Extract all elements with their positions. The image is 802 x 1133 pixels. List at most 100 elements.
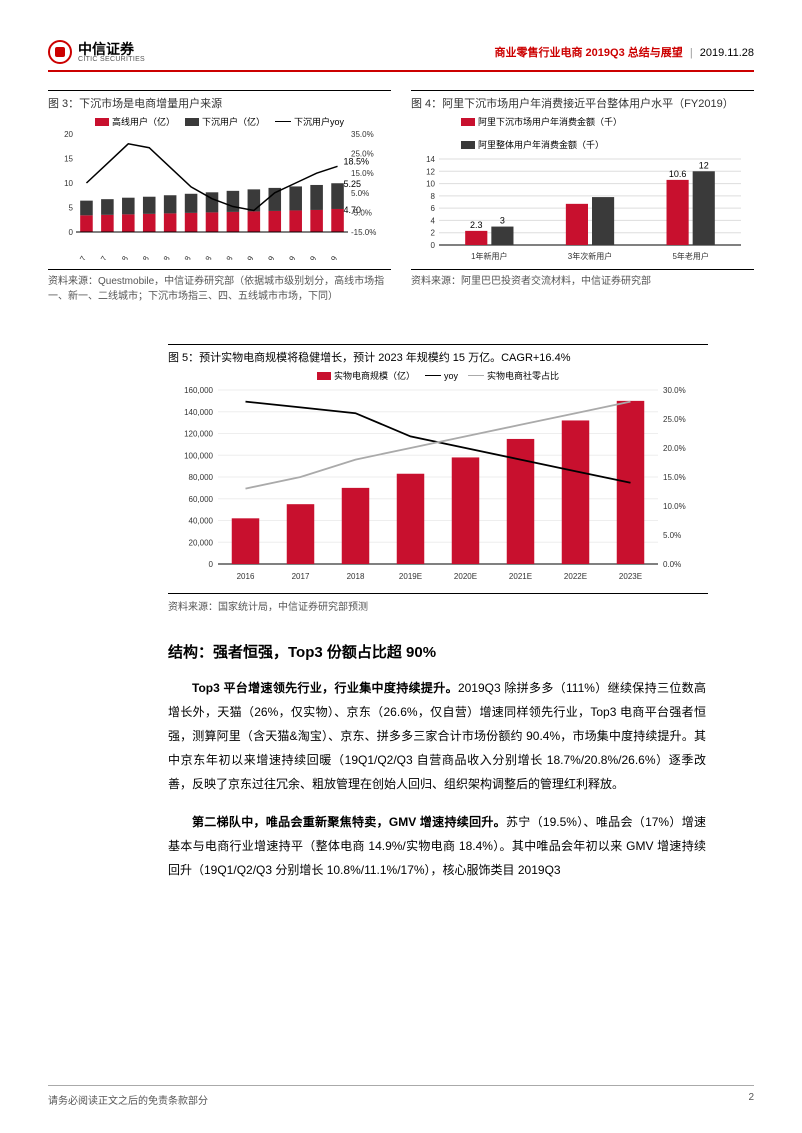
header-right: 商业零售行业电商 2019Q3 总结与展望 | 2019.11.28 [495, 44, 755, 60]
footer-disclaimer: 请务必阅读正文之后的免责条款部分 [48, 1092, 208, 1107]
svg-text:15: 15 [64, 155, 73, 164]
footer-page: 2 [748, 1092, 754, 1107]
svg-text:5.0%: 5.0% [351, 189, 369, 198]
svg-text:Mar-18: Mar-18 [130, 254, 151, 260]
svg-text:80,000: 80,000 [189, 473, 214, 482]
chart5-source: 资料来源：国家统计局，中信证券研究部预测 [168, 593, 708, 613]
chart5-legend-bar: 实物电商规模（亿） [334, 369, 415, 382]
svg-text:15.0%: 15.0% [351, 169, 374, 178]
svg-text:120,000: 120,000 [184, 430, 213, 439]
svg-text:2019E: 2019E [399, 572, 422, 581]
svg-text:2.3: 2.3 [470, 220, 483, 230]
svg-text:2020E: 2020E [454, 572, 477, 581]
para1-lead: Top3 平台增速领先行业，行业集中度持续提升。 [192, 681, 458, 695]
para1-body: 2019Q3 除拼多多（111%）继续保持三位数高增长外，天猫（26%，仅实物）… [168, 681, 706, 791]
svg-text:2017: 2017 [292, 572, 310, 581]
chart3-legend-b: 下沉用户（亿） [202, 115, 265, 128]
doc-date: 2019.11.28 [700, 47, 754, 59]
chart4-legend-b: 阿里整体用户年消费金额（千） [478, 138, 604, 151]
svg-text:100,000: 100,000 [184, 451, 213, 460]
svg-text:4.70: 4.70 [344, 205, 362, 215]
chart5-title: 图 5：预计实物电商规模将稳健增长，预计 2023 年规模约 15 万亿。CAG… [168, 344, 708, 365]
logo-mark [48, 40, 72, 64]
svg-text:May-18: May-18 [151, 254, 172, 260]
svg-text:2016: 2016 [237, 572, 255, 581]
svg-text:Nov-17: Nov-17 [88, 254, 109, 260]
doc-title: 商业零售行业电商 2019Q3 总结与展望 [495, 47, 683, 59]
svg-text:60,000: 60,000 [189, 495, 214, 504]
svg-text:2021E: 2021E [509, 572, 532, 581]
svg-text:1年新用户: 1年新用户 [471, 251, 507, 261]
para2-lead: 第二梯队中，唯品会重新聚焦特卖，GMV 增速持续回升。 [192, 815, 506, 829]
svg-text:25.0%: 25.0% [663, 415, 686, 424]
svg-text:140,000: 140,000 [184, 408, 213, 417]
svg-text:0: 0 [209, 560, 214, 569]
chart3-legend-line: 下沉用户yoy [294, 115, 344, 128]
chart5-svg: 0 20,000 40,000 60,000 80,000 100,000 120,000 1… [168, 384, 708, 584]
svg-text:5.25: 5.25 [344, 179, 362, 189]
svg-text:Mar-19: Mar-19 [256, 254, 277, 260]
svg-text:5年老用户: 5年老用户 [672, 251, 708, 261]
chart4-title: 图 4：阿里下沉市场用户年消费接近平台整体用户水平（FY2019） [411, 90, 754, 111]
svg-text:Jan-19: Jan-19 [236, 254, 256, 260]
chart4-legend: 阿里下沉市场用户年消费金额（千） 阿里整体用户年消费金额（千） [461, 115, 754, 151]
svg-text:30.0%: 30.0% [663, 386, 686, 395]
svg-text:6: 6 [431, 204, 436, 213]
svg-text:35.0%: 35.0% [351, 130, 374, 139]
svg-text:Nov-18: Nov-18 [214, 254, 235, 260]
svg-text:Sep-18: Sep-18 [193, 254, 214, 260]
chart5-legend-share: 实物电商社零占比 [487, 369, 559, 382]
logo: 中信证券 CITIC SECURITIES [48, 40, 145, 64]
logo-text-cn: 中信证券 [78, 42, 145, 56]
svg-text:20: 20 [64, 130, 73, 139]
svg-text:3年次新用户: 3年次新用户 [568, 251, 612, 261]
chart4-svg: 024681012141年新用户2.333年次新用户5年老用户10.612 [411, 153, 751, 263]
svg-text:10.0%: 10.0% [663, 502, 686, 511]
page-header: 中信证券 CITIC SECURITIES 商业零售行业电商 2019Q3 总结… [48, 40, 754, 72]
svg-text:10: 10 [64, 179, 73, 188]
chart4-source: 资料来源：阿里巴巴投资者交流材料，中信证券研究部 [411, 269, 754, 289]
svg-text:15.0%: 15.0% [663, 473, 686, 482]
svg-text:14: 14 [426, 155, 435, 164]
svg-text:12: 12 [699, 160, 709, 170]
chart5-legend: 实物电商规模（亿） yoy 实物电商社零占比 [168, 369, 708, 382]
svg-text:2: 2 [431, 229, 436, 238]
section-heading: 结构：强者恒强，Top3 份额占比超 90% [168, 641, 754, 662]
chart3-legend: 高线用户（亿） 下沉用户（亿） 下沉用户yoy [48, 115, 391, 128]
para1: Top3 平台增速领先行业，行业集中度持续提升。2019Q3 除拼多多（111%… [168, 676, 706, 796]
svg-text:-15.0%: -15.0% [351, 228, 376, 237]
svg-text:Jan-18: Jan-18 [110, 254, 130, 260]
svg-text:0.0%: 0.0% [663, 560, 681, 569]
svg-text:160,000: 160,000 [184, 386, 213, 395]
svg-text:Sep-17: Sep-17 [68, 254, 89, 260]
svg-text:Jul-18: Jul-18 [174, 254, 193, 260]
chart5: 图 5：预计实物电商规模将稳健增长，预计 2023 年规模约 15 万亿。CAG… [168, 344, 708, 613]
svg-text:3: 3 [500, 216, 505, 226]
chart4-legend-a: 阿里下沉市场用户年消费金额（千） [478, 115, 622, 128]
svg-text:2018: 2018 [347, 572, 365, 581]
svg-text:2022E: 2022E [564, 572, 587, 581]
svg-text:12: 12 [426, 167, 435, 176]
chart3-svg: 05101520-15.0%-5.0%5.0%15.0%25.0%35.0%Se… [48, 130, 388, 260]
chart3-title: 图 3：下沉市场是电商增量用户来源 [48, 90, 391, 111]
chart3-source: 资料来源：Questmobile，中信证券研究部（依据城市级别划分，高线市场指一… [48, 269, 391, 304]
svg-text:5: 5 [69, 204, 74, 213]
svg-text:18.5%: 18.5% [344, 156, 370, 166]
svg-text:8: 8 [431, 192, 436, 201]
svg-text:5.0%: 5.0% [663, 531, 681, 540]
svg-text:40,000: 40,000 [189, 517, 214, 526]
svg-text:0: 0 [431, 241, 436, 250]
chart4: 图 4：阿里下沉市场用户年消费接近平台整体用户水平（FY2019） 阿里下沉市场… [411, 90, 754, 304]
footer: 请务必阅读正文之后的免责条款部分 2 [48, 1085, 754, 1107]
svg-text:20.0%: 20.0% [663, 444, 686, 453]
chart3-legend-a: 高线用户（亿） [112, 115, 175, 128]
svg-text:10.6: 10.6 [669, 169, 687, 179]
chart5-legend-yoy: yoy [444, 371, 458, 381]
svg-text:20,000: 20,000 [189, 538, 214, 547]
logo-text-en: CITIC SECURITIES [78, 56, 145, 63]
svg-text:Jul-19: Jul-19 [300, 254, 319, 260]
svg-text:Sep-19: Sep-19 [319, 254, 340, 260]
chart3: 图 3：下沉市场是电商增量用户来源 高线用户（亿） 下沉用户（亿） 下沉用户yo… [48, 90, 391, 304]
para2: 第二梯队中，唯品会重新聚焦特卖，GMV 增速持续回升。苏宁（19.5%）、唯品会… [168, 810, 706, 882]
svg-text:4: 4 [431, 216, 436, 225]
